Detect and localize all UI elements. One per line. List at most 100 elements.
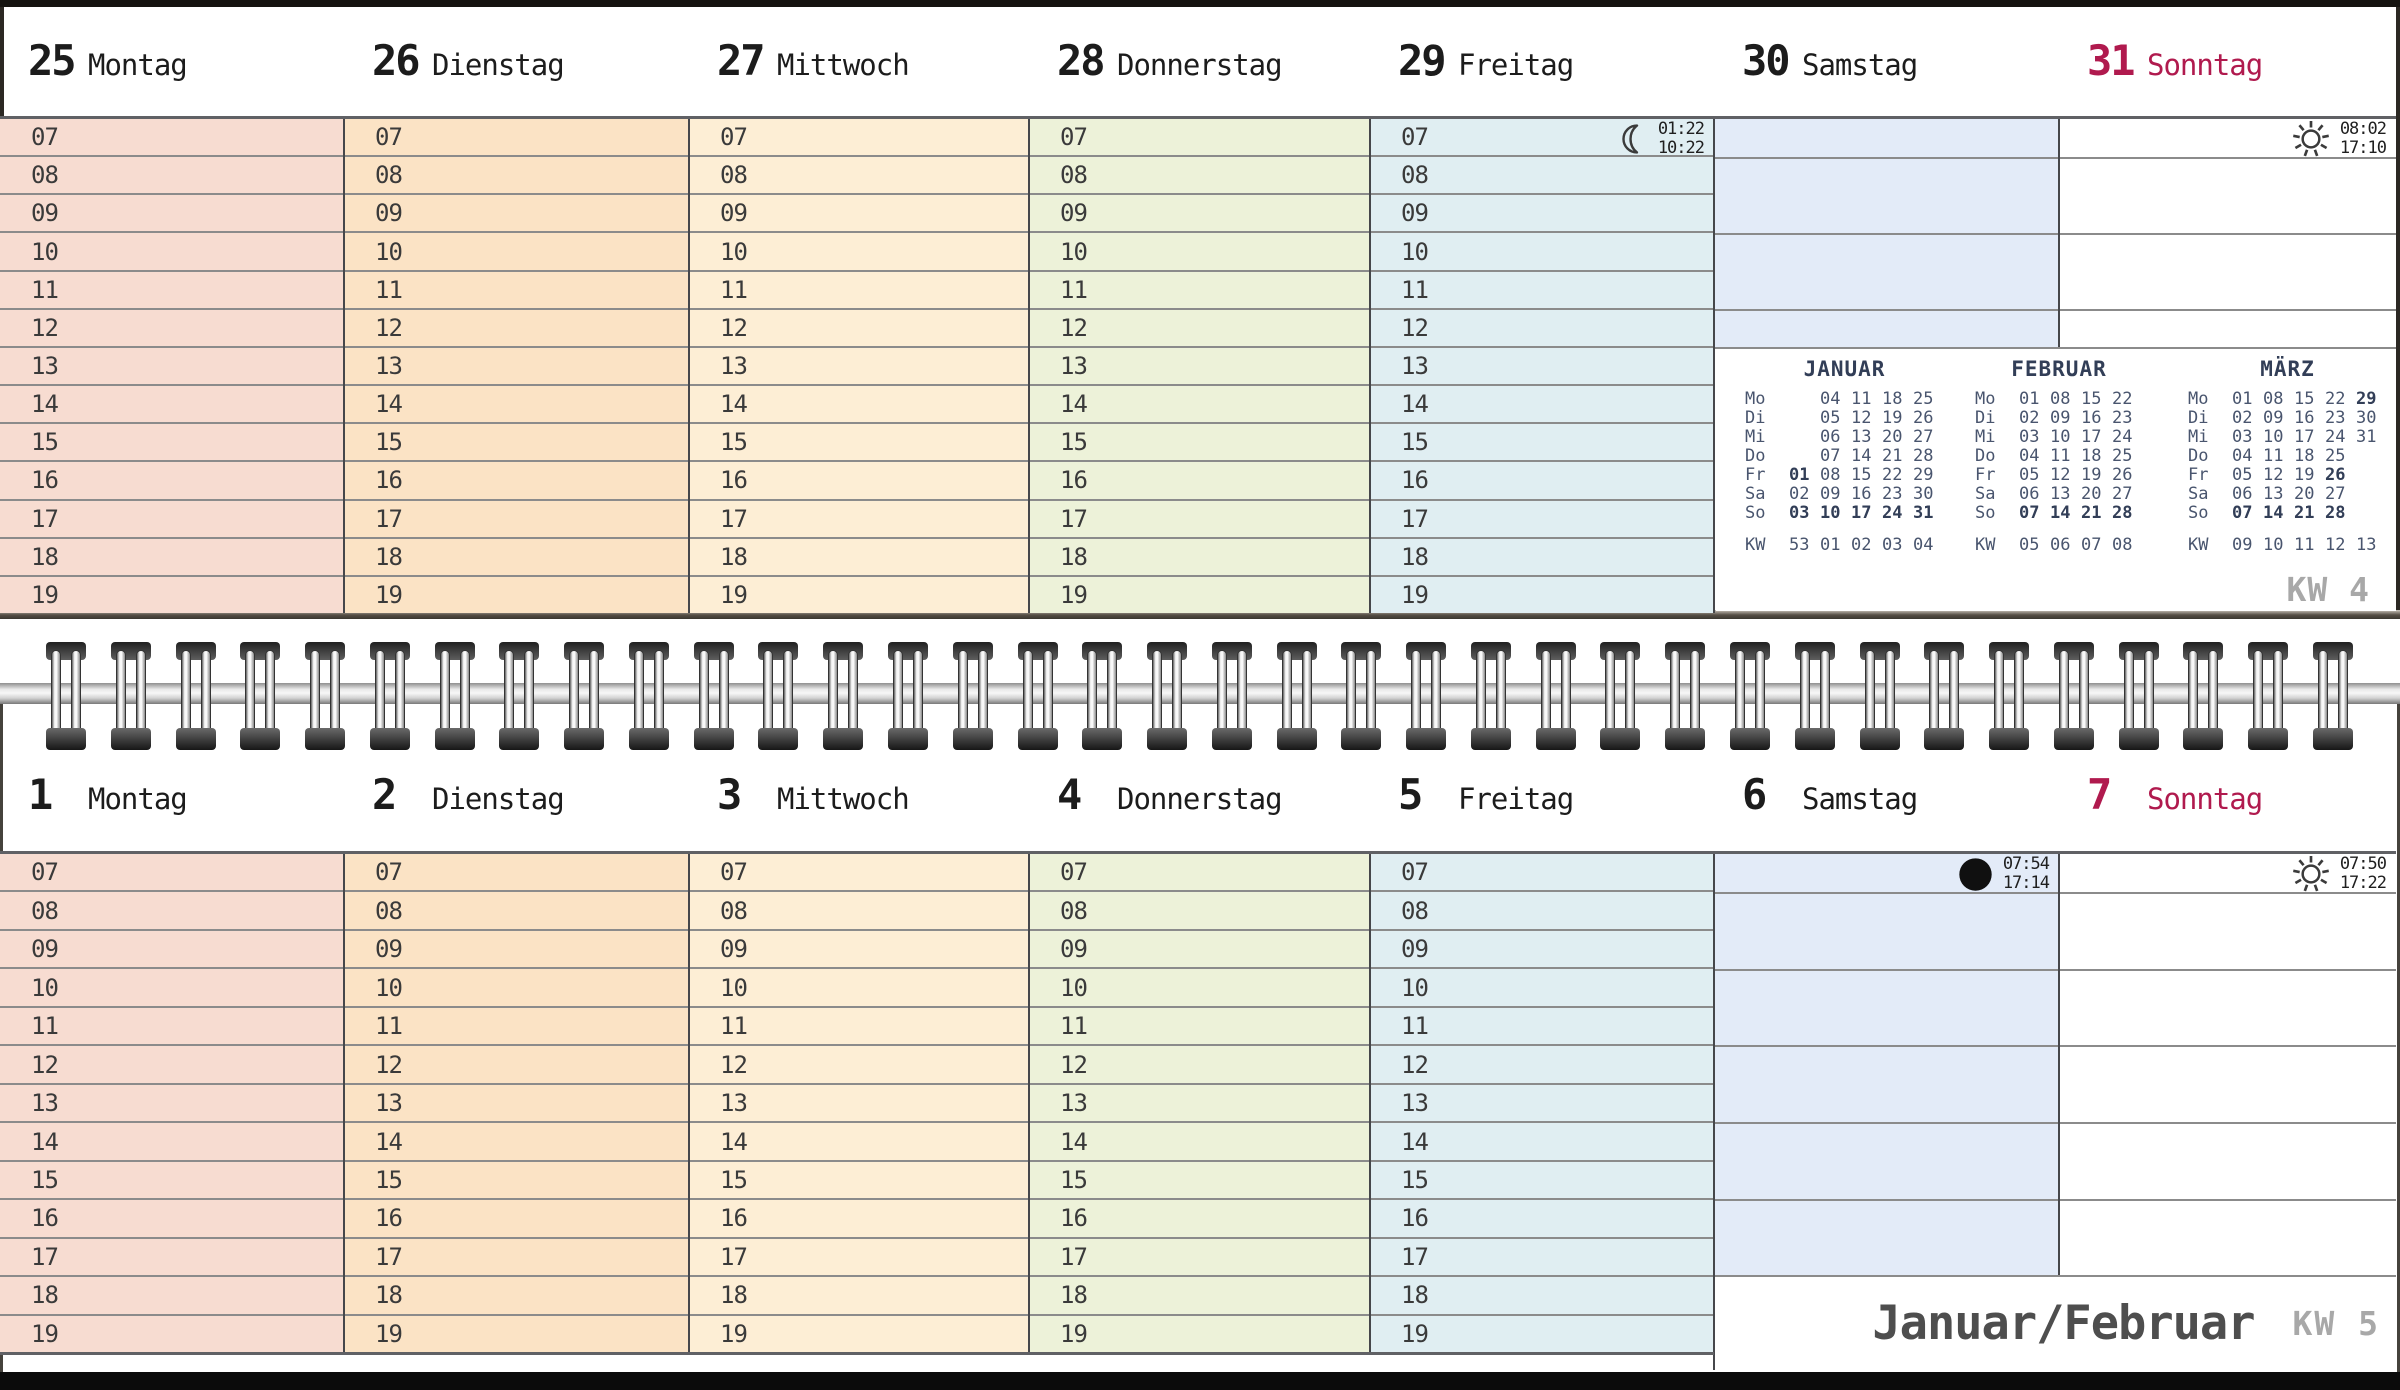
- binding-coil: [2180, 642, 2226, 750]
- day-header-freitag: 5 Freitag: [1398, 770, 1708, 826]
- hour-label: 13: [1401, 1089, 1429, 1118]
- hour-label: 16: [1060, 1204, 1088, 1233]
- hour-label: 07: [375, 123, 403, 152]
- punch-hole-bottom: [2053, 728, 2094, 750]
- binding-coil: [950, 642, 996, 750]
- saturday-block: [1714, 854, 2059, 1275]
- hour-label: 08: [1060, 161, 1088, 190]
- hour-row: 13: [344, 1084, 689, 1124]
- hour-row: 11: [0, 271, 344, 310]
- hour-label: 13: [1401, 352, 1429, 381]
- mini-cal-date-cell: 18: [2081, 446, 2102, 466]
- day-header-mittwoch: 27 Mittwoch: [717, 36, 1023, 92]
- punch-hole-bottom: [1730, 728, 1771, 750]
- day-column-freitag: 07 08 09 10 11 12 13 14 15 16 17 18 19: [1370, 119, 1714, 614]
- hour-row: 16: [1370, 462, 1714, 501]
- hour-row: 15: [344, 424, 689, 463]
- day-header-mittwoch: 3 Mittwoch: [717, 770, 1023, 826]
- hour-label: 15: [1060, 428, 1088, 457]
- day-column-montag: 07 08 09 10 11 12 13 14 15 16 17 18 19: [0, 119, 344, 614]
- hour-row: 19: [1029, 576, 1370, 614]
- mini-cal-date-cell: 08: [2112, 535, 2133, 555]
- hour-row: 14: [1370, 1123, 1714, 1162]
- mini-cal-date-cell: 05: [2019, 535, 2040, 555]
- hour-row: 14: [689, 386, 1029, 425]
- page-edge-top: [0, 0, 2400, 7]
- mini-cal-date-cell: 08: [2263, 389, 2284, 409]
- day-column-freitag: 07 08 09 10 11 12 13 14 15 16 17 18 19: [1370, 854, 1714, 1353]
- mini-cal-date-cell: 12: [1851, 408, 1872, 428]
- hour-label: 16: [1401, 1204, 1429, 1233]
- mini-calendar-title: MÄRZ: [2260, 357, 2315, 381]
- hour-row: 14: [0, 386, 344, 425]
- hour-row: 13: [1029, 1084, 1370, 1124]
- punch-hole-bottom: [1470, 728, 1511, 750]
- hour-label: 11: [31, 275, 59, 304]
- hour-label: 19: [31, 580, 59, 609]
- mini-cal-date-cell: 30: [1913, 484, 1934, 504]
- hour-label: 09: [31, 935, 59, 964]
- hour-label: 13: [375, 352, 403, 381]
- punch-hole-bottom: [46, 728, 86, 750]
- mini-cal-date-cell: 14: [1851, 446, 1872, 466]
- mini-cal-date-cell: 17: [2081, 427, 2102, 447]
- hour-label: 09: [1401, 935, 1429, 964]
- punch-hole-bottom: [1082, 728, 1123, 750]
- hour-label: 13: [1060, 1089, 1088, 1118]
- grid-top-line: [0, 851, 2396, 854]
- day-name: Freitag: [1458, 782, 1574, 816]
- hour-label: 19: [720, 580, 748, 609]
- hour-label: 08: [375, 896, 403, 925]
- mini-cal-row-label: Di: [1975, 408, 1996, 428]
- mini-cal-date-cell: 02: [2019, 408, 2040, 428]
- day-name: Samstag: [1802, 782, 1918, 816]
- mini-cal-day-row: Do 04 11 18 25: [2188, 447, 2387, 466]
- mini-cal-row-label: Sa: [1745, 484, 1766, 504]
- hour-label: 08: [1060, 896, 1088, 925]
- hour-label: 18: [720, 1281, 748, 1310]
- hour-row: 19: [689, 576, 1029, 614]
- hour-label: 17: [720, 1242, 748, 1271]
- hour-label: 17: [720, 504, 748, 533]
- hour-label: 18: [375, 1281, 403, 1310]
- day-column-montag: 07 08 09 10 11 12 13 14 15 16 17 18 19: [0, 854, 344, 1353]
- hour-row: 13: [1370, 347, 1714, 387]
- hour-row: 09: [0, 195, 344, 234]
- mini-cal-row-label: Sa: [1975, 484, 1996, 504]
- grid-top-line: [0, 116, 2396, 119]
- punch-hole-bottom: [2183, 728, 2224, 750]
- mini-cal-date-cell: 28: [2325, 503, 2346, 523]
- crescent-moon-icon: [1622, 124, 1638, 154]
- hour-row: 12: [1370, 309, 1714, 348]
- hour-label: 15: [1401, 428, 1429, 457]
- hour-row: 13: [1370, 1084, 1714, 1124]
- hour-label: 07: [1401, 858, 1429, 887]
- weekend-row-line: [1714, 1199, 2396, 1201]
- hour-row: 08: [689, 157, 1029, 196]
- mini-cal-row-label: Do: [1975, 446, 1996, 466]
- hour-row: 12: [344, 309, 689, 348]
- rise-set-times: 01:22 10:22: [1658, 120, 1705, 158]
- hour-label: 13: [31, 1089, 59, 1118]
- mini-cal-date-cell: 14: [2050, 503, 2071, 523]
- mini-cal-date-cell: 10: [1820, 503, 1841, 523]
- weekend-row-line: [1714, 1275, 2396, 1277]
- punch-hole-bottom: [499, 728, 540, 750]
- hour-row: 19: [344, 1315, 689, 1353]
- mini-cal-date-cell: 08: [2050, 389, 2071, 409]
- mini-cal-date-cell: 04: [2019, 446, 2040, 466]
- mini-cal-row-label: Mi: [2188, 427, 2209, 447]
- mini-cal-date-cell: 21: [2081, 503, 2102, 523]
- hour-label: 11: [1401, 275, 1429, 304]
- hour-label: 10: [31, 237, 59, 266]
- mini-calendar-januar: JANUAR Mo 04 11 18 25 Di 05 12 19 26 Mi 06 13 20 27 Do 07…: [1745, 357, 1944, 555]
- day-number: 2: [372, 770, 397, 819]
- day-header-dienstag: 2 Dienstag: [372, 770, 683, 826]
- mini-cal-date-cell: 06: [2050, 535, 2071, 555]
- hour-row: 15: [0, 1161, 344, 1201]
- hour-label: 10: [1401, 973, 1429, 1002]
- mini-calendar-title: FEBRUAR: [2011, 357, 2107, 381]
- mini-cal-date-cell: 04: [2232, 446, 2253, 466]
- hour-label: 12: [31, 1050, 59, 1079]
- hour-row: 19: [1029, 1315, 1370, 1353]
